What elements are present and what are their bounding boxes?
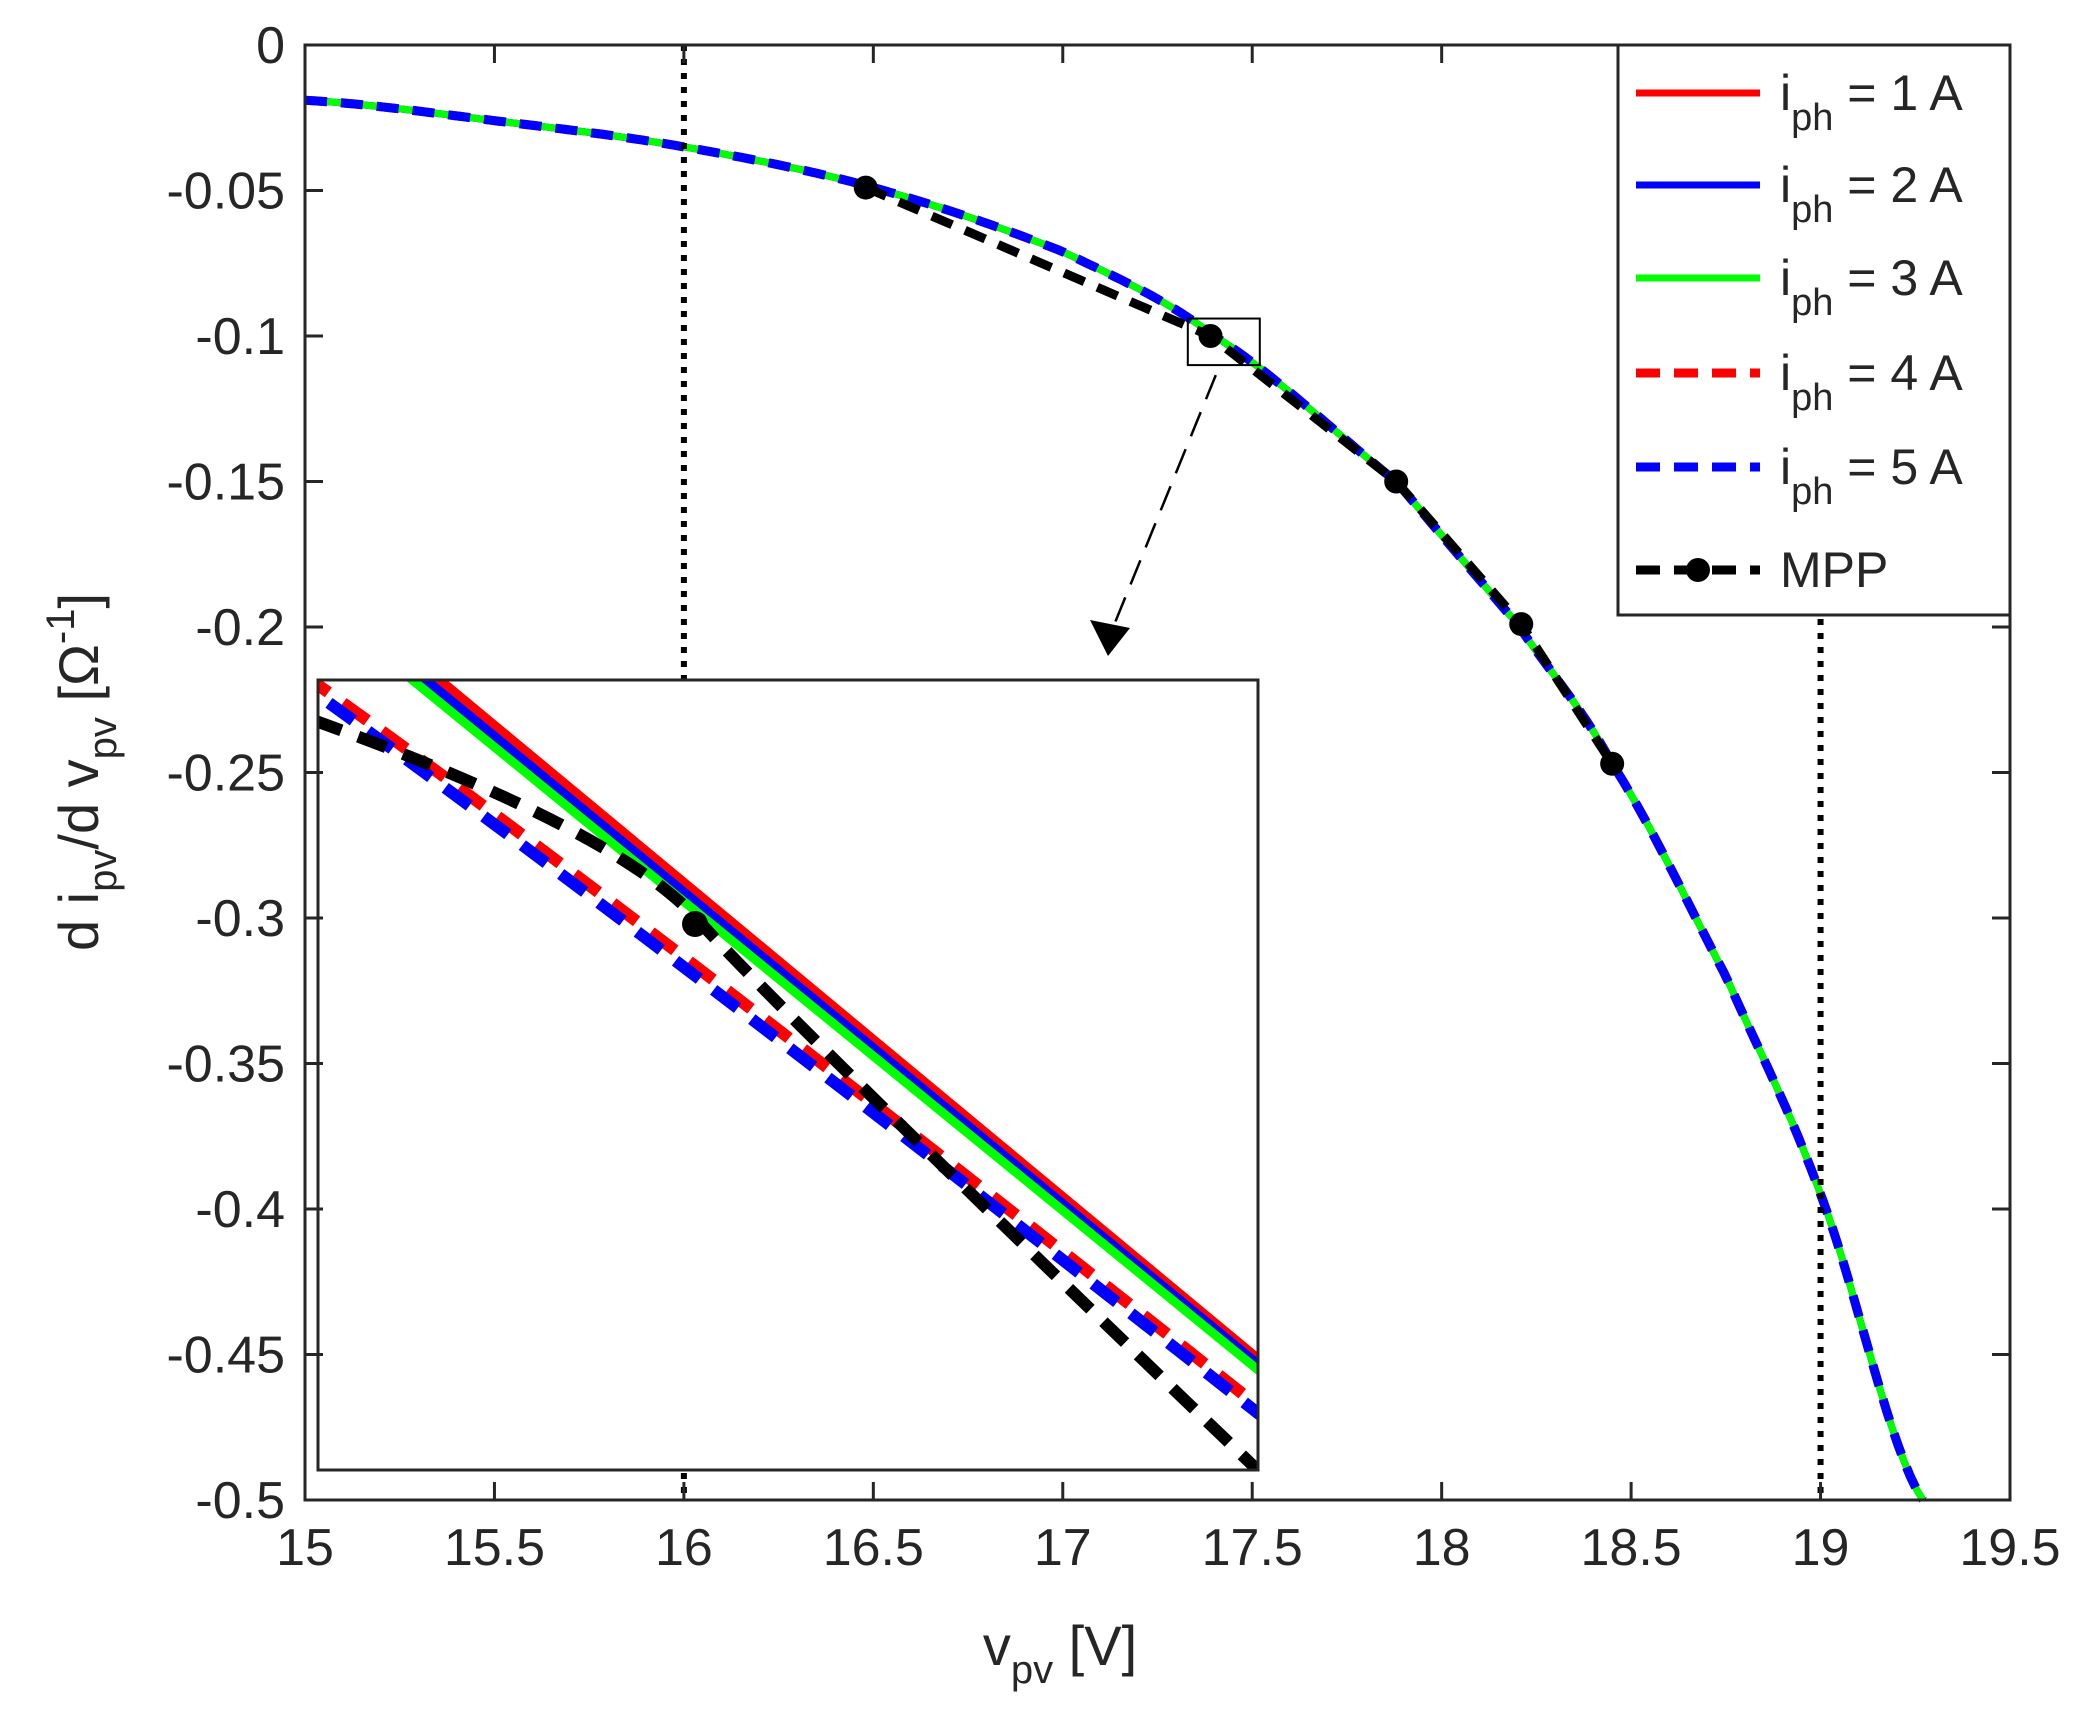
mpp-marker (1198, 324, 1223, 348)
x-tick-label: 16.5 (823, 1519, 924, 1577)
x-axis-label: vpv [V] (983, 1614, 1137, 1692)
inset-series-line-iph-2 (419, 680, 1258, 1370)
zoom-region-box (1186, 317, 1261, 367)
y-tick-label: -0.25 (166, 745, 285, 803)
x-tick-label: 18 (1413, 1519, 1471, 1577)
legend-label-main: i (1780, 345, 1791, 401)
legend-label-main: i (1780, 65, 1791, 121)
legend-mpp-marker (1686, 558, 1710, 582)
legend-label-main: MPP (1780, 542, 1888, 598)
mpp-marker (1384, 469, 1409, 494)
legend-label-3: iph = 3 A (1780, 250, 1963, 324)
mpp-series (853, 175, 1625, 776)
x-label-spacer (1053, 1614, 1069, 1677)
zoom-arrow-shaft (1110, 374, 1217, 631)
x-tick-label: 17 (1034, 1519, 1092, 1577)
legend-label-sub: ph (1791, 471, 1833, 513)
y-tick-label: -0.05 (166, 163, 285, 221)
x-label-main: v (983, 1614, 1011, 1677)
y-label-mid: /d v (47, 759, 110, 849)
inset-mpp-line (318, 715, 1258, 1470)
legend-label-sub: ph (1791, 97, 1833, 139)
mpp-marker (1600, 751, 1625, 776)
x-label-sub: pv (1011, 1648, 1053, 1692)
inset-series-line-iph-3 (405, 680, 1258, 1376)
legend-label-rest: = 5 A (1833, 439, 1963, 495)
y-tick-label: -0.45 (166, 1327, 285, 1385)
zoom-arrow-head (1090, 620, 1130, 656)
inset-frame (316, 678, 1260, 1472)
legend-label-rest: = 1 A (1833, 65, 1963, 121)
legend-label-sub: ph (1791, 189, 1833, 231)
inset-mpp-marker (682, 911, 708, 937)
x-axis-ticks: 15 15.5 16 16.5 17 17.5 18 18.5 19 19.5 (276, 45, 2061, 1577)
inset-lines (318, 680, 1258, 1470)
y-tick-label: -0.35 (166, 1036, 285, 1094)
y-tick-label: -0.5 (195, 1472, 285, 1530)
y-tick-label: -0.3 (195, 890, 285, 948)
y-label-prefix: d i (47, 892, 110, 951)
y-tick-label: -0.1 (195, 308, 285, 366)
x-tick-label: 15.5 (444, 1519, 545, 1577)
y-label-sub1: pv (81, 850, 125, 892)
y-label-sub2: pv (81, 717, 125, 759)
legend-label-main: i (1780, 439, 1791, 495)
y-label-spacer (47, 702, 110, 718)
inset-series-line-iph-4 (318, 680, 1258, 1414)
y-tick-label: -0.15 (166, 454, 285, 512)
x-tick-label: 19 (1792, 1519, 1850, 1577)
legend-label-6: MPP (1780, 542, 1888, 598)
series-line-iph-5 (304, 95, 1927, 1503)
legend-label-1: iph = 1 A (1780, 65, 1963, 139)
legend-label-5: iph = 5 A (1780, 439, 1963, 513)
main-curves (304, 95, 1927, 1503)
x-tick-label: 15 (276, 1519, 334, 1577)
y-tick-label: -0.4 (195, 1181, 285, 1239)
y-label-unit-open: [Ω (47, 644, 110, 701)
mpp-marker (853, 175, 878, 200)
inset-zoom-plot (316, 678, 1260, 1472)
legend-box (1616, 43, 2012, 617)
legend-label-sub: ph (1791, 282, 1833, 324)
legend-label-2: iph = 2 A (1780, 157, 1963, 231)
legend-label-main: i (1780, 250, 1791, 306)
legend-label-rest: = 4 A (1833, 345, 1963, 401)
x-tick-label: 16 (655, 1519, 713, 1577)
x-tick-label: 18.5 (1581, 1519, 1682, 1577)
legend-label-rest: = 2 A (1833, 157, 1963, 213)
inset-series-line-iph-1 (433, 680, 1258, 1365)
zoom-region-marker (1090, 317, 1261, 656)
legend-label-4: iph = 4 A (1780, 345, 1963, 419)
legend-label-main: i (1780, 157, 1791, 213)
legend-label-sub: ph (1791, 377, 1833, 419)
x-tick-label: 19.5 (1959, 1519, 2060, 1577)
y-axis-ticks: 0 -0.05 -0.1 -0.15 -0.2 -0.25 -0.3 -0.35 -0.4 -0.… (166, 17, 2010, 1530)
y-label-sup: -1 (39, 609, 83, 645)
x-label-unit: [V] (1069, 1614, 1137, 1677)
legend-label-rest: = 3 A (1833, 250, 1963, 306)
y-tick-label: -0.2 (195, 599, 285, 657)
y-label-unit-close: ] (47, 593, 110, 609)
x-tick-label: 17.5 (1202, 1519, 1303, 1577)
inset-background (318, 680, 1258, 1470)
y-axis-label: d ipv/d vpv [Ω-1] (39, 593, 125, 951)
y-tick-label: 0 (256, 17, 285, 75)
mpp-marker (1509, 612, 1534, 637)
